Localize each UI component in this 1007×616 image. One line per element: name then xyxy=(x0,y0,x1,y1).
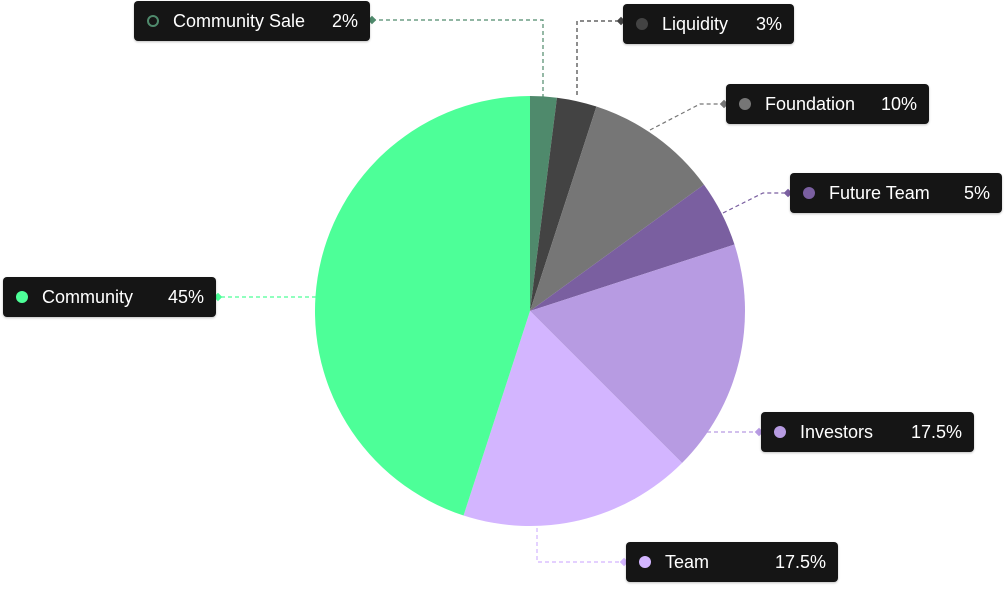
legend-dot-icon xyxy=(774,426,786,438)
legend-dot-icon xyxy=(739,98,751,110)
slice-name-label: Community Sale xyxy=(173,10,306,31)
pie-slice-community-sale xyxy=(530,96,557,311)
legend-dot-icon xyxy=(16,291,28,303)
leader-line-future-team xyxy=(722,192,788,214)
slice-name-label: Future Team xyxy=(829,182,930,203)
leader-line-community-sale xyxy=(372,19,544,98)
pie-slice-community xyxy=(314,96,530,516)
pie-slices xyxy=(314,96,746,527)
pie-slice-investors xyxy=(530,244,746,464)
slice-percent-label: 17.5% xyxy=(774,551,826,572)
pie-slice-foundation xyxy=(530,106,704,312)
legend-dot-icon xyxy=(639,556,651,568)
callout-community: Community 45% xyxy=(3,277,216,317)
slice-percent-label: 10% xyxy=(880,93,917,114)
legend-dot-icon xyxy=(636,18,648,30)
slice-name-label: Investors xyxy=(800,421,874,442)
slice-percent-label: 5% xyxy=(963,182,990,203)
leader-line-liquidity xyxy=(576,20,621,95)
callout-community-sale: Community Sale 2% xyxy=(134,1,370,41)
callout-team: Team 17.5% xyxy=(626,542,838,582)
slice-name-label: Team xyxy=(665,551,710,572)
slice-percent-label: 3% xyxy=(755,13,782,34)
slice-percent-label: 17.5% xyxy=(910,421,962,442)
pie-slice-liquidity xyxy=(530,97,597,311)
leader-line-foundation xyxy=(649,103,724,131)
callout-foundation: Foundation 10% xyxy=(726,84,929,124)
slice-percent-label: 2% xyxy=(331,10,358,31)
callout-investors: Investors 17.5% xyxy=(761,412,974,452)
callout-future-team: Future Team 5% xyxy=(790,173,1002,213)
slice-percent-label: 45% xyxy=(167,286,204,307)
legend-dot-icon xyxy=(147,15,159,27)
callout-liquidity: Liquidity 3% xyxy=(623,4,794,44)
slice-name-label: Liquidity xyxy=(662,13,729,34)
pie-slice-future-team xyxy=(530,184,735,311)
slice-name-label: Foundation xyxy=(765,93,856,114)
leader-line-team xyxy=(536,528,624,563)
slice-name-label: Community xyxy=(42,286,134,307)
legend-dot-icon xyxy=(803,187,815,199)
pie-slice-team xyxy=(463,311,683,527)
